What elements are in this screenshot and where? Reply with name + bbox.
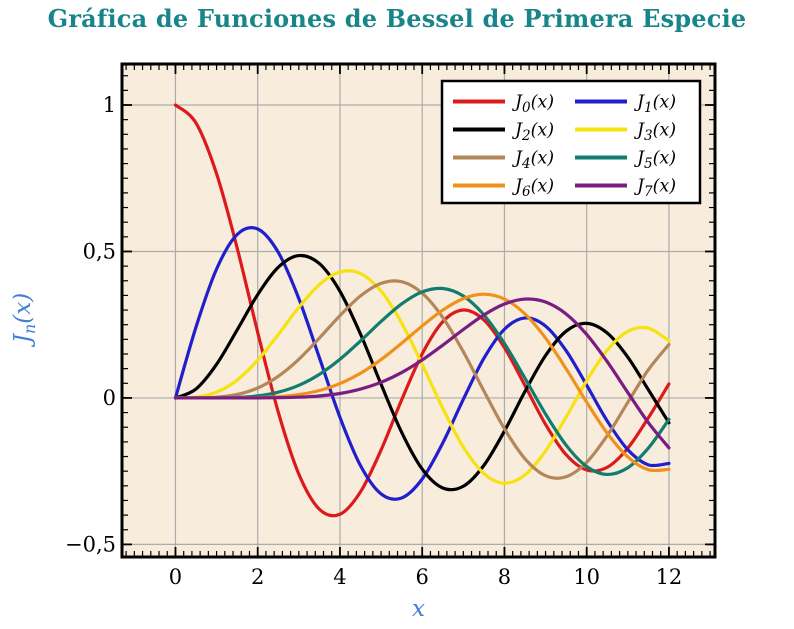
series-line-J3 xyxy=(173,269,671,485)
legend-label: J5(x) xyxy=(634,149,676,173)
x-tick-label: 4 xyxy=(333,565,346,589)
legend-entry: J7(x) xyxy=(575,177,676,201)
x-tick-label: 0 xyxy=(169,565,182,589)
legend-entry: J4(x) xyxy=(453,149,554,173)
y-axis-label: Jn(x) xyxy=(10,293,39,347)
series-line-J1 xyxy=(173,226,671,501)
legend-entry: J1(x) xyxy=(575,93,676,117)
legend-label: J2(x) xyxy=(512,121,554,145)
y-tick-label: −0,5 xyxy=(65,532,116,556)
legend-entry: J6(x) xyxy=(453,177,554,201)
figure-title: Gráfica de Funciones de Bessel de Primer… xyxy=(47,4,747,33)
legend-entry: J3(x) xyxy=(575,121,676,145)
x-tick-label: 10 xyxy=(573,565,600,589)
series-curves xyxy=(173,103,671,518)
legend-label: J1(x) xyxy=(634,93,676,117)
series-line-J5 xyxy=(173,286,671,477)
series-line-J7 xyxy=(173,297,671,450)
plot-frame xyxy=(120,62,717,559)
x-tick-label: 8 xyxy=(498,565,511,589)
y-tick-label: 0,5 xyxy=(83,239,116,263)
legend-label: J0(x) xyxy=(512,93,554,117)
tick-labels: 0 2 4 6 8 10 12 1 0,5 0 −0,5 xyxy=(65,93,682,589)
legend-entry: J0(x) xyxy=(453,93,554,117)
legend-label: J6(x) xyxy=(512,177,554,201)
legend-entry: J2(x) xyxy=(453,121,554,145)
legend-label: J4(x) xyxy=(512,149,554,173)
y-tick-label: 0 xyxy=(103,386,116,410)
legend-entry: J5(x) xyxy=(575,149,676,173)
legend-label: J3(x) xyxy=(634,121,676,145)
series-line-J2 xyxy=(173,253,671,492)
x-tick-label: 6 xyxy=(416,565,429,589)
y-tick-label: 1 xyxy=(103,93,116,117)
x-tick-label: 2 xyxy=(251,565,264,589)
x-axis-label: x xyxy=(412,596,425,622)
x-tick-label: 12 xyxy=(656,565,683,589)
legend: J0(x) J1(x) J2(x) J3(x) J4(x) J5(x) J6(x) J7(x) xyxy=(440,79,702,205)
legend-label: J7(x) xyxy=(634,177,676,201)
